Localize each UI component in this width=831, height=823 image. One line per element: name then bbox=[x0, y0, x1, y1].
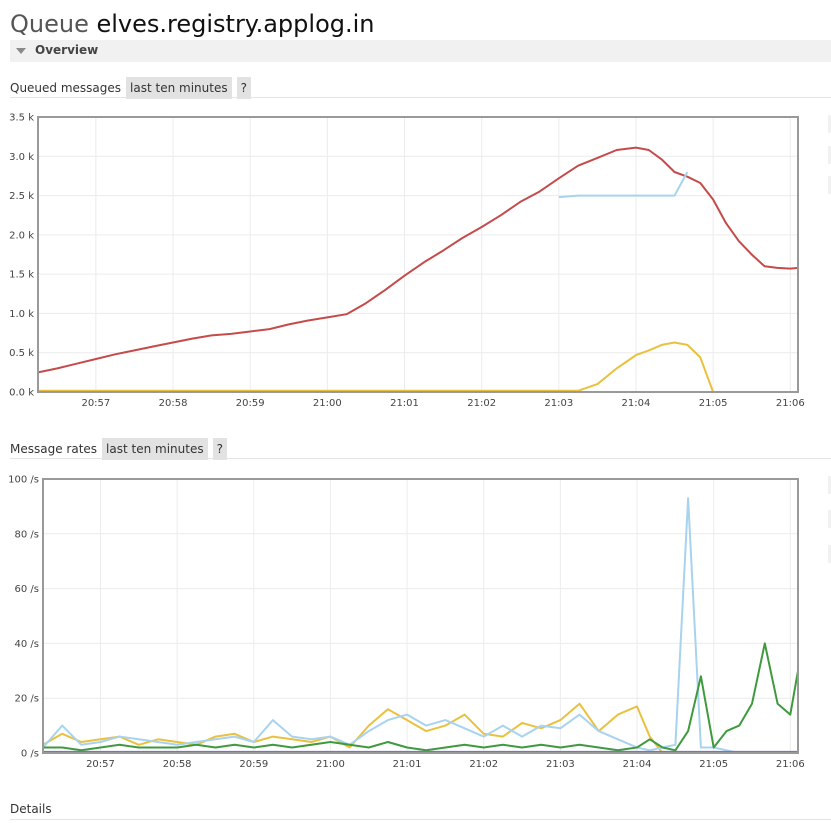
details-section[interactable]: Details bbox=[10, 802, 52, 816]
series-line bbox=[38, 341, 798, 393]
x-tick-label: 21:01 bbox=[393, 759, 422, 770]
series-line bbox=[42, 702, 798, 754]
x-tick-label: 21:06 bbox=[776, 759, 805, 770]
y-tick-label: 0 /s bbox=[21, 749, 39, 760]
x-tick-label: 21:04 bbox=[623, 759, 652, 770]
y-tick-label: 0.0 k bbox=[9, 388, 34, 399]
page-title: Queue elves.registry.applog.in bbox=[10, 8, 375, 40]
x-tick-label: 21:03 bbox=[546, 759, 575, 770]
legend-stub bbox=[828, 510, 831, 528]
plot-frame bbox=[42, 478, 799, 754]
y-tick-label: 3.0 k bbox=[9, 152, 34, 163]
queue-name: elves.registry.applog.in bbox=[96, 10, 375, 38]
legend-stub bbox=[828, 545, 831, 563]
legend-stub bbox=[828, 115, 831, 133]
x-tick-label: 21:06 bbox=[776, 398, 805, 409]
y-tick-label: 20 /s bbox=[15, 694, 39, 705]
x-tick-label: 21:04 bbox=[622, 398, 651, 409]
y-tick-label: 2.0 k bbox=[9, 230, 34, 241]
x-tick-label: 20:57 bbox=[86, 759, 115, 770]
overview-label: Overview bbox=[35, 43, 99, 57]
y-tick-label: 80 /s bbox=[15, 529, 39, 540]
legend-stub bbox=[828, 476, 831, 494]
queued-help-button[interactable]: ? bbox=[236, 77, 251, 99]
divider bbox=[10, 97, 831, 98]
y-tick-label: 100 /s bbox=[8, 475, 39, 486]
x-tick-label: 21:00 bbox=[316, 759, 345, 770]
legend-stub bbox=[828, 176, 831, 194]
x-tick-label: 21:02 bbox=[469, 759, 498, 770]
divider bbox=[10, 819, 831, 820]
series-line bbox=[37, 146, 799, 374]
x-tick-label: 20:57 bbox=[81, 398, 110, 409]
queued-messages-chart: 0.0 k 0.5 k 1.0 k 1.5 k 2.0 k 2.5 k 3.0 k 3.5 k… bbox=[9, 113, 805, 410]
x-tick-label: 21:00 bbox=[313, 398, 342, 409]
x-tick-label: 21:02 bbox=[467, 398, 496, 409]
y-tick-label: 1.5 k bbox=[9, 270, 34, 281]
x-tick-label: 20:59 bbox=[239, 759, 268, 770]
triangle-down-icon bbox=[16, 48, 26, 54]
message-rates-heading: Message rates last ten minutes ? bbox=[10, 438, 232, 460]
queued-messages-title: Queued messages bbox=[10, 81, 122, 95]
series-line bbox=[558, 171, 689, 199]
rates-help-button[interactable]: ? bbox=[212, 438, 227, 460]
y-tick-label: 40 /s bbox=[15, 639, 39, 650]
series-line bbox=[43, 642, 799, 752]
plot-frame bbox=[37, 116, 799, 393]
y-tick-label: 0.5 k bbox=[9, 348, 34, 359]
page-title-prefix: Queue bbox=[10, 10, 89, 38]
divider bbox=[10, 458, 831, 459]
overview-section-toggle[interactable]: Overview bbox=[10, 40, 831, 62]
y-tick-label: 3.5 k bbox=[9, 113, 34, 124]
legend-stub bbox=[828, 146, 831, 164]
y-tick-label: 1.0 k bbox=[9, 309, 34, 320]
x-tick-label: 20:58 bbox=[163, 759, 192, 770]
queued-messages-heading: Queued messages last ten minutes ? bbox=[10, 77, 256, 99]
x-tick-label: 20:59 bbox=[236, 398, 265, 409]
y-tick-label: 2.5 k bbox=[9, 191, 34, 202]
x-tick-label: 21:03 bbox=[544, 398, 573, 409]
x-tick-label: 21:05 bbox=[699, 759, 728, 770]
queued-range-button[interactable]: last ten minutes bbox=[126, 77, 232, 99]
x-tick-label: 20:58 bbox=[159, 398, 188, 409]
x-tick-label: 21:05 bbox=[699, 398, 728, 409]
message-rates-chart: 0 /s 20 /s 40 /s 60 /s 80 /s 100 /s 20:57 20:58… bbox=[8, 475, 805, 771]
x-tick-label: 21:01 bbox=[390, 398, 419, 409]
y-tick-label: 60 /s bbox=[15, 584, 39, 595]
series-line bbox=[42, 497, 798, 754]
rates-range-button[interactable]: last ten minutes bbox=[102, 438, 208, 460]
message-rates-title: Message rates bbox=[10, 442, 98, 456]
